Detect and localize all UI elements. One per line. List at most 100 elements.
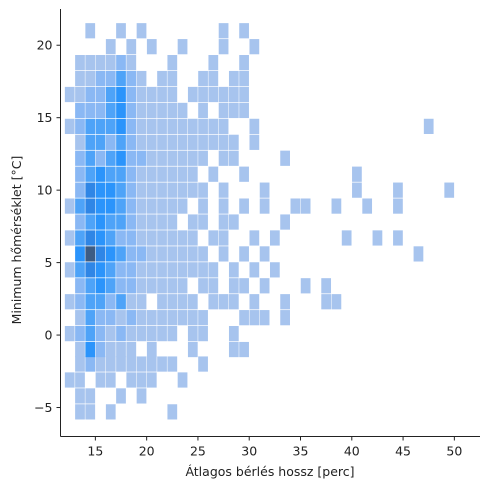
histogram-bin xyxy=(85,70,96,87)
histogram-bin xyxy=(146,310,157,326)
histogram-bin xyxy=(249,39,260,55)
histogram-bin xyxy=(177,246,188,262)
histogram-bin xyxy=(116,198,126,214)
histogram-bin xyxy=(157,70,167,87)
histogram-bin xyxy=(177,102,188,119)
histogram-bin xyxy=(249,118,260,134)
histogram-bin xyxy=(105,182,116,198)
y-tick-label: −5 xyxy=(34,400,52,415)
histogram-bin xyxy=(280,150,290,166)
histogram-bin xyxy=(95,326,106,342)
histogram-bin xyxy=(95,230,106,246)
histogram-bin xyxy=(239,86,249,103)
histogram-bin xyxy=(116,134,126,150)
histogram-bin xyxy=(95,102,106,119)
histogram-bin xyxy=(136,326,147,342)
histogram-bin xyxy=(85,341,96,358)
histogram-bin xyxy=(95,278,106,294)
histogram-bin xyxy=(187,150,198,166)
histogram-bin xyxy=(187,326,198,342)
histogram-bin xyxy=(85,23,96,39)
histogram-bin xyxy=(157,310,167,326)
histogram-bin xyxy=(167,356,178,372)
histogram-bin xyxy=(136,102,147,119)
histogram-bin xyxy=(239,310,249,326)
histogram-bin xyxy=(95,86,106,103)
histogram-bin xyxy=(85,230,96,246)
histogram-bin xyxy=(64,262,75,278)
histogram-bin xyxy=(259,182,270,198)
histogram-bin xyxy=(177,182,188,198)
histogram-bin xyxy=(157,86,167,103)
histogram-bin xyxy=(187,182,198,198)
histogram-bin xyxy=(167,86,178,103)
histogram-bin xyxy=(146,118,157,134)
histogram-bin xyxy=(177,310,188,326)
histogram-bin xyxy=(64,118,75,134)
histogram-bin xyxy=(198,198,208,214)
histogram-bin xyxy=(116,341,126,358)
histogram-bin xyxy=(198,214,208,230)
histogram-bin xyxy=(95,150,106,166)
histogram-bin xyxy=(321,294,332,310)
histogram-bin xyxy=(136,70,147,87)
histogram-bin xyxy=(228,86,239,103)
histogram-bin xyxy=(146,39,157,55)
histogram-bin xyxy=(269,230,280,246)
histogram-bin xyxy=(177,198,188,214)
histogram-bin xyxy=(167,262,178,278)
histogram-bin xyxy=(126,372,137,388)
histogram-bin xyxy=(167,102,178,119)
histogram-bin xyxy=(75,70,85,87)
histogram-bin xyxy=(249,262,260,278)
histogram-bin xyxy=(393,182,403,198)
histogram-bin xyxy=(187,86,198,103)
histogram-bin xyxy=(228,134,239,150)
histogram-bin xyxy=(105,341,116,358)
histogram-bin xyxy=(105,70,116,87)
histogram-bin xyxy=(85,356,96,372)
histogram-bin xyxy=(126,39,137,55)
histogram-bin xyxy=(269,262,280,278)
histogram-bin xyxy=(146,278,157,294)
histogram-bin xyxy=(95,310,106,326)
histogram-bin xyxy=(75,182,85,198)
histogram-bin xyxy=(64,372,75,388)
histogram-bin xyxy=(75,166,85,182)
histogram-bin xyxy=(136,214,147,230)
y-tick-label: 0 xyxy=(45,328,53,343)
histogram-bin xyxy=(198,278,208,294)
histogram-bin xyxy=(126,118,137,134)
histogram-bin xyxy=(167,404,178,420)
histogram-bin xyxy=(105,55,116,71)
y-tick-label: 5 xyxy=(45,255,53,270)
histogram-bin xyxy=(75,214,85,230)
histogram-bin xyxy=(239,246,249,262)
histogram-bin xyxy=(157,198,167,214)
histogram-bin xyxy=(187,262,198,278)
histogram-bin xyxy=(352,166,362,182)
histogram-bin xyxy=(116,102,126,119)
histogram-bin xyxy=(75,246,85,262)
histogram-bin xyxy=(126,166,137,182)
histogram-bin xyxy=(136,166,147,182)
histogram-bin xyxy=(75,294,85,310)
histogram-bin xyxy=(136,198,147,214)
histogram-bin xyxy=(187,310,198,326)
histogram-bin xyxy=(239,166,249,182)
histogram-bin xyxy=(239,198,249,214)
histogram-bin xyxy=(228,150,239,166)
histogram-bin xyxy=(208,118,219,134)
histogram-bin xyxy=(239,278,249,294)
histogram-bin xyxy=(187,214,198,230)
histogram-bin xyxy=(198,134,208,150)
histogram-bin xyxy=(146,356,157,372)
histogram-bin xyxy=(85,198,96,214)
histogram-bin xyxy=(64,294,75,310)
histogram-bin xyxy=(126,86,137,103)
histogram-bin xyxy=(105,230,116,246)
histogram-bin xyxy=(126,246,137,262)
histogram-bin xyxy=(198,70,208,87)
histogram-bin xyxy=(187,134,198,150)
x-tick-label: 40 xyxy=(344,444,360,459)
